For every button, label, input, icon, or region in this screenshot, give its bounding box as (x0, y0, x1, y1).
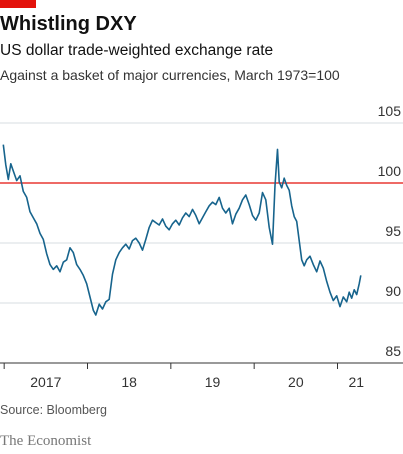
brand-tag (0, 0, 36, 8)
data-line (2, 144, 362, 316)
x-tick-label: 2017 (30, 374, 61, 390)
publisher: The Economist (0, 433, 92, 449)
x-tick-label: 21 (348, 374, 364, 390)
chart-subtitle: US dollar trade-weighted exchange rate (0, 42, 273, 59)
source: Source: Bloomberg (0, 403, 107, 417)
chart-title: Whistling DXY (0, 13, 137, 35)
x-tick-label: 18 (121, 374, 137, 390)
y-tick-label: 100 (378, 163, 402, 179)
x-tick-label: 19 (205, 374, 221, 390)
y-tick-label: 105 (378, 103, 402, 119)
y-tick-label: 85 (385, 343, 401, 359)
y-tick-label: 95 (385, 223, 401, 239)
chart-description: Against a basket of major currencies, Ma… (0, 67, 340, 83)
x-tick-label: 20 (288, 374, 304, 390)
y-tick-label: 90 (385, 283, 401, 299)
